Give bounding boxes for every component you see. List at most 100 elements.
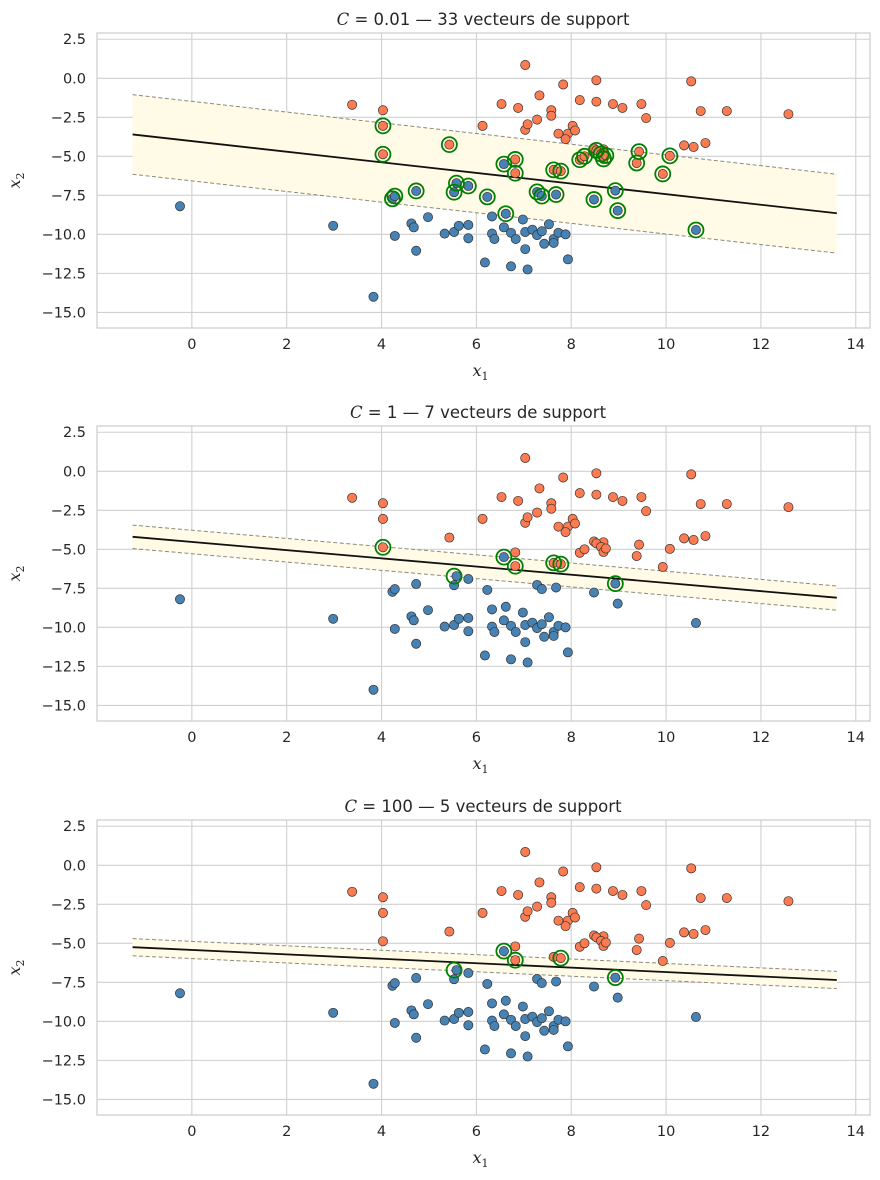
x-tick-label: 4 xyxy=(377,1124,386,1140)
point-class-blue xyxy=(610,972,621,983)
point-class-orange xyxy=(444,532,455,543)
point-class-orange xyxy=(532,507,543,518)
x-tick-label: 14 xyxy=(847,1124,865,1140)
y-tick-label: −5.0 xyxy=(51,542,86,558)
support-vector-ring xyxy=(478,188,496,206)
point-class-blue xyxy=(389,623,400,634)
point-class-blue xyxy=(489,627,500,637)
point-class-orange xyxy=(700,925,711,935)
x-tick-label: 2 xyxy=(282,337,291,353)
point-class-orange xyxy=(591,883,602,894)
point-class-blue xyxy=(551,582,562,593)
y-tick-label: 2.5 xyxy=(63,32,86,48)
point-class-orange xyxy=(520,847,531,857)
y-axis-label: x2 xyxy=(5,172,27,188)
point-class-blue xyxy=(548,1024,559,1035)
point-class-orange xyxy=(477,513,488,524)
point-class-orange xyxy=(608,492,618,502)
point-class-blue xyxy=(487,604,497,615)
support-vector-ring xyxy=(545,161,563,179)
point-class-orange xyxy=(560,134,571,145)
point-class-orange xyxy=(534,90,545,101)
support-vector-ring xyxy=(407,182,425,200)
point-class-blue xyxy=(520,244,531,255)
point-class-orange xyxy=(477,120,488,131)
point-class-orange xyxy=(657,561,668,572)
y-tick-label: −10.0 xyxy=(42,227,86,243)
point-class-blue xyxy=(548,630,559,641)
x-tick-label: 0 xyxy=(187,1124,196,1140)
point-class-orange xyxy=(617,495,628,506)
point-class-orange xyxy=(686,76,697,87)
point-class-blue xyxy=(389,1017,400,1028)
x-tick-label: 8 xyxy=(567,337,576,353)
margin-lower-line xyxy=(132,548,837,611)
point-class-blue xyxy=(368,684,379,695)
point-class-orange xyxy=(608,99,618,109)
point-class-orange xyxy=(520,60,531,70)
x-tick-label: 12 xyxy=(752,337,770,353)
point-class-blue xyxy=(612,598,623,609)
point-class-blue xyxy=(487,211,497,222)
plot-frame xyxy=(96,425,871,722)
point-class-blue xyxy=(463,181,474,191)
x-axis-label: x1 xyxy=(472,754,488,776)
point-class-blue xyxy=(498,615,509,626)
point-class-blue xyxy=(482,191,493,202)
point-class-blue xyxy=(560,622,571,633)
x-tick-label: 6 xyxy=(472,337,481,353)
support-vector-ring xyxy=(445,961,463,979)
x-tick-label: 6 xyxy=(472,730,481,746)
x-tick-label: 14 xyxy=(847,337,865,353)
point-class-blue xyxy=(479,650,490,661)
support-vector-ring xyxy=(606,969,624,987)
point-class-blue xyxy=(589,194,599,205)
point-class-orange xyxy=(553,128,564,139)
point-class-blue xyxy=(463,574,474,584)
point-class-orange xyxy=(783,109,794,120)
y-tick-label: −15.0 xyxy=(42,305,86,321)
support-vector-ring xyxy=(374,538,392,556)
point-class-orange xyxy=(522,119,533,130)
point-class-blue xyxy=(453,220,464,231)
x-tick-label: 0 xyxy=(187,337,196,353)
point-class-orange xyxy=(534,483,545,494)
y-tick-label: −7.5 xyxy=(51,975,86,991)
support-vector-ring xyxy=(545,554,563,572)
point-class-blue xyxy=(389,978,400,989)
point-class-orange xyxy=(570,518,580,529)
point-class-orange xyxy=(378,120,388,131)
support-vector-ring xyxy=(552,162,570,180)
support-vector-ring xyxy=(552,949,570,967)
point-class-orange xyxy=(783,502,794,513)
point-class-blue xyxy=(463,613,474,623)
support-vector-ring xyxy=(506,951,524,969)
point-class-blue xyxy=(389,230,400,241)
point-class-orange xyxy=(532,114,543,125)
decision-boundary xyxy=(132,535,837,599)
point-class-blue xyxy=(451,965,462,976)
point-class-orange xyxy=(553,915,564,926)
point-class-orange xyxy=(657,955,668,966)
point-class-blue xyxy=(551,189,562,200)
point-class-orange xyxy=(570,912,580,923)
point-class-orange xyxy=(634,933,644,944)
x-tick-label: 14 xyxy=(847,730,865,746)
support-vector-ring xyxy=(506,164,524,182)
point-class-orange xyxy=(520,453,531,463)
point-class-orange xyxy=(444,926,455,937)
point-class-blue xyxy=(539,631,550,642)
point-class-orange xyxy=(510,955,521,966)
support-vector-ring xyxy=(528,183,546,201)
point-class-blue xyxy=(463,626,474,637)
x-tick-label: 10 xyxy=(657,1124,675,1140)
point-class-blue xyxy=(175,594,185,605)
point-class-blue xyxy=(589,587,599,598)
support-vector-ring xyxy=(497,205,515,223)
point-class-blue xyxy=(463,968,474,978)
panel-c-100: C = 100 — 5 vecteurs de support 0 2 4 6 8 10 1… xyxy=(5,797,871,1170)
point-class-orange xyxy=(378,105,388,116)
point-class-orange xyxy=(510,168,521,179)
point-class-blue xyxy=(543,612,554,623)
